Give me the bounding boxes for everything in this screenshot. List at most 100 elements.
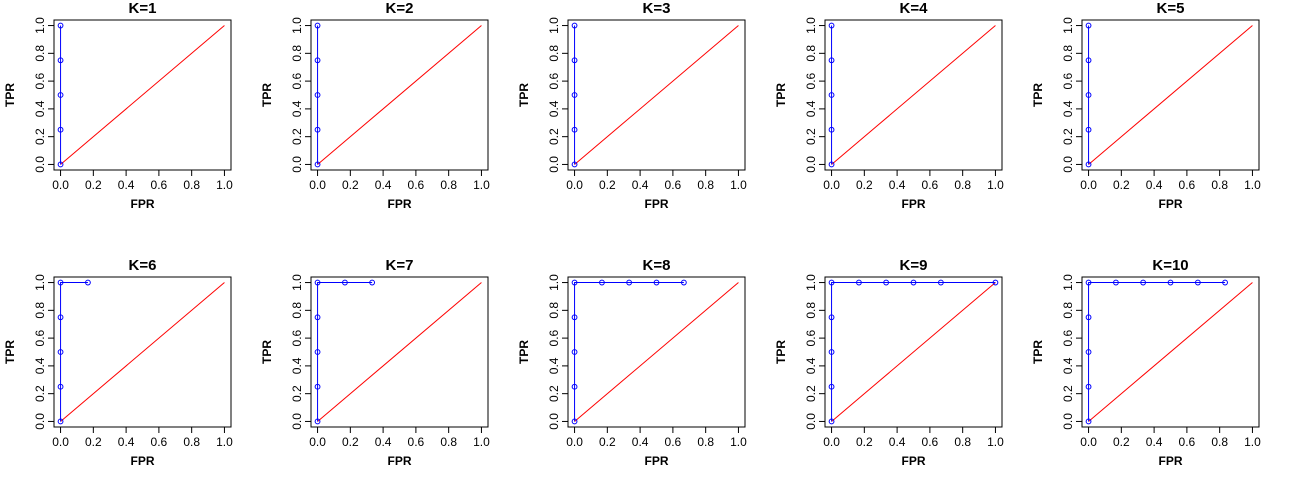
roc-point — [314, 57, 321, 64]
roc-point — [571, 383, 578, 390]
roc-point — [571, 126, 578, 133]
y-tick-label: 0.4 — [1061, 100, 1075, 117]
x-tick-label: 0.0 — [566, 435, 583, 449]
y-tick-label: 0.2 — [290, 385, 304, 402]
diagonal-reference-line — [60, 282, 225, 422]
x-tick-label: 0.0 — [823, 435, 840, 449]
y-tick-label: 0.0 — [33, 156, 47, 173]
roc-point — [57, 161, 64, 168]
y-tick-label: 0.6 — [33, 72, 47, 89]
roc-panel-9: K=9 0.0 0.2 0.4 0.6 0.8 1.0 0.0 0.2 0.4 0.6 0.8 1.0 F… — [774, 257, 1004, 468]
x-tick-label: 0.2 — [1113, 178, 1130, 192]
roc-point — [828, 349, 835, 355]
roc-panel-3: K=3 0.0 0.2 0.4 0.6 0.8 1.0 0.0 0.2 0.4 0.6 0.8 1.0 F… — [517, 0, 747, 211]
x-tick-label: 0.8 — [697, 178, 714, 192]
x-tick-label: 0.6 — [151, 178, 168, 192]
roc-point — [1140, 279, 1147, 286]
plot-frame — [824, 19, 1003, 171]
x-tick-label: 0.0 — [566, 178, 583, 192]
diagonal-reference-line — [1088, 25, 1253, 165]
roc-point — [653, 279, 660, 286]
y-tick-label: 0.4 — [33, 100, 47, 117]
x-tick-label: 0.6 — [665, 178, 682, 192]
y-tick-label: 0.8 — [547, 302, 561, 319]
plot-frame — [567, 276, 746, 428]
diagonal-reference-line — [60, 25, 225, 165]
y-tick-label: 0.0 — [290, 413, 304, 430]
y-tick-label: 1.0 — [547, 274, 561, 291]
x-tick-label: 1.0 — [473, 178, 490, 192]
y-tick-label: 0.8 — [290, 302, 304, 319]
roc-point — [314, 349, 321, 355]
plot-frame — [1081, 19, 1260, 171]
y-tick-label: 0.0 — [547, 156, 561, 173]
x-tick-label: 0.4 — [375, 178, 392, 192]
y-tick-label: 0.4 — [290, 357, 304, 374]
x-tick-label: 0.4 — [889, 178, 906, 192]
roc-point — [1085, 383, 1092, 390]
x-tick-label: 1.0 — [216, 435, 233, 449]
y-tick-label: 0.6 — [1061, 72, 1075, 89]
diagonal-reference-line — [317, 25, 482, 165]
y-tick-label: 0.4 — [804, 100, 818, 117]
y-tick-label: 1.0 — [290, 17, 304, 34]
x-tick-label: 0.6 — [922, 178, 939, 192]
x-tick-label: 0.2 — [85, 435, 102, 449]
y-tick-label: 0.2 — [33, 385, 47, 402]
x-tick-label: 0.0 — [309, 178, 326, 192]
plot-frame — [310, 19, 489, 171]
y-axis-label: TPR — [774, 83, 788, 107]
panel-title: K=7 — [386, 257, 414, 274]
roc-point — [1085, 57, 1092, 64]
roc-point — [571, 349, 578, 355]
y-tick-label: 1.0 — [1061, 274, 1075, 291]
y-tick-label: 0.4 — [547, 357, 561, 374]
x-tick-label: 0.4 — [375, 435, 392, 449]
diagonal-reference-line — [1088, 282, 1253, 422]
x-tick-label: 0.2 — [342, 178, 359, 192]
y-tick-label: 0.8 — [33, 45, 47, 62]
y-tick-label: 0.4 — [33, 357, 47, 374]
x-tick-label: 0.4 — [632, 178, 649, 192]
y-tick-label: 1.0 — [33, 274, 47, 291]
roc-point — [571, 161, 578, 168]
roc-point — [571, 279, 578, 286]
y-tick-label: 0.0 — [290, 156, 304, 173]
x-tick-label: 0.8 — [183, 435, 200, 449]
roc-point — [571, 57, 578, 64]
roc-point — [1085, 349, 1092, 355]
x-axis-label: FPR — [645, 454, 669, 468]
y-tick-label: 0.0 — [547, 413, 561, 430]
roc-point — [828, 418, 835, 425]
roc-point — [369, 279, 376, 286]
roc-point — [57, 279, 64, 286]
plot-frame — [824, 276, 1003, 428]
roc-point — [57, 314, 64, 321]
roc-point — [314, 22, 321, 29]
y-tick-label: 1.0 — [547, 17, 561, 34]
roc-panel-2: K=2 0.0 0.2 0.4 0.6 0.8 1.0 0.0 0.2 0.4 0.6 0.8 1.0 F… — [260, 0, 490, 211]
roc-point — [85, 279, 91, 286]
y-tick-label: 1.0 — [804, 17, 818, 34]
roc-point — [828, 314, 835, 321]
x-tick-label: 0.2 — [342, 435, 359, 449]
roc-panel-6: K=6 0.0 0.2 0.4 0.6 0.8 1.0 0.0 0.2 0.4 0.6 0.8 1.0 F… — [3, 257, 233, 468]
x-tick-label: 1.0 — [987, 178, 1004, 192]
x-tick-label: 0.2 — [856, 178, 873, 192]
y-axis-label: TPR — [1031, 340, 1045, 364]
y-tick-label: 0.2 — [804, 385, 818, 402]
y-axis-label: TPR — [260, 340, 274, 364]
roc-curve-line — [1088, 282, 1226, 422]
y-tick-label: 0.4 — [1061, 357, 1075, 374]
x-tick-label: 1.0 — [1244, 435, 1261, 449]
x-tick-label: 0.8 — [183, 178, 200, 192]
y-tick-label: 0.2 — [547, 128, 561, 145]
diagonal-reference-line — [574, 25, 739, 165]
roc-point — [828, 383, 835, 390]
roc-curve-line — [831, 282, 996, 422]
roc-point — [1085, 418, 1092, 425]
y-tick-label: 0.6 — [804, 329, 818, 346]
roc-curve-line — [60, 282, 88, 422]
diagonal-reference-line — [831, 25, 996, 165]
roc-point — [314, 126, 321, 133]
